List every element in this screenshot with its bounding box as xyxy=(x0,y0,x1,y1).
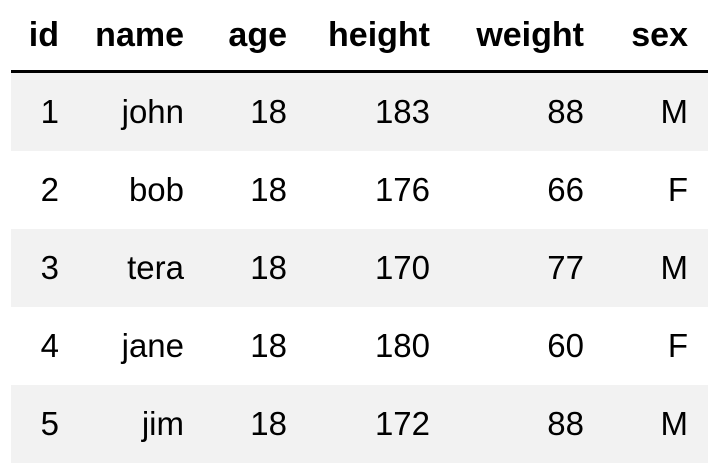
cell-weight: 88 xyxy=(450,71,604,151)
table-row: 1 john 18 183 88 M xyxy=(11,71,708,151)
column-header-sex: sex xyxy=(604,0,708,73)
cell-height: 180 xyxy=(307,307,450,385)
table-row: 4 jane 18 180 60 F xyxy=(11,307,708,385)
data-table-container: id name age height weight sex 1 john 18 … xyxy=(11,0,708,463)
cell-id: 1 xyxy=(11,71,79,151)
cell-height: 172 xyxy=(307,385,450,463)
cell-height: 176 xyxy=(307,151,450,229)
cell-weight: 88 xyxy=(450,385,604,463)
cell-id: 3 xyxy=(11,229,79,307)
cell-name: tera xyxy=(79,229,204,307)
cell-weight: 77 xyxy=(450,229,604,307)
cell-age: 18 xyxy=(204,385,307,463)
table-row: 3 tera 18 170 77 M xyxy=(11,229,708,307)
cell-sex: F xyxy=(604,307,708,385)
cell-sex: F xyxy=(604,151,708,229)
column-header-name: name xyxy=(79,0,204,73)
cell-name: bob xyxy=(79,151,204,229)
cell-name: jim xyxy=(79,385,204,463)
table-row: 5 jim 18 172 88 M xyxy=(11,385,708,463)
cell-age: 18 xyxy=(204,307,307,385)
cell-id: 5 xyxy=(11,385,79,463)
table-body: 1 john 18 183 88 M 2 bob 18 176 66 F 3 t… xyxy=(11,71,708,463)
column-header-height: height xyxy=(307,0,450,73)
cell-name: jane xyxy=(79,307,204,385)
cell-sex: M xyxy=(604,229,708,307)
cell-age: 18 xyxy=(204,151,307,229)
table-row: 2 bob 18 176 66 F xyxy=(11,151,708,229)
column-header-age: age xyxy=(204,0,307,73)
cell-weight: 60 xyxy=(450,307,604,385)
cell-weight: 66 xyxy=(450,151,604,229)
header-row: id name age height weight sex xyxy=(11,0,708,73)
cell-age: 18 xyxy=(204,71,307,151)
cell-sex: M xyxy=(604,385,708,463)
column-header-id: id xyxy=(11,0,79,73)
table-header: id name age height weight sex xyxy=(11,0,708,73)
cell-age: 18 xyxy=(204,229,307,307)
cell-height: 170 xyxy=(307,229,450,307)
cell-height: 183 xyxy=(307,71,450,151)
cell-id: 4 xyxy=(11,307,79,385)
cell-id: 2 xyxy=(11,151,79,229)
data-table: id name age height weight sex 1 john 18 … xyxy=(11,0,708,463)
cell-sex: M xyxy=(604,71,708,151)
column-header-weight: weight xyxy=(450,0,604,73)
cell-name: john xyxy=(79,71,204,151)
